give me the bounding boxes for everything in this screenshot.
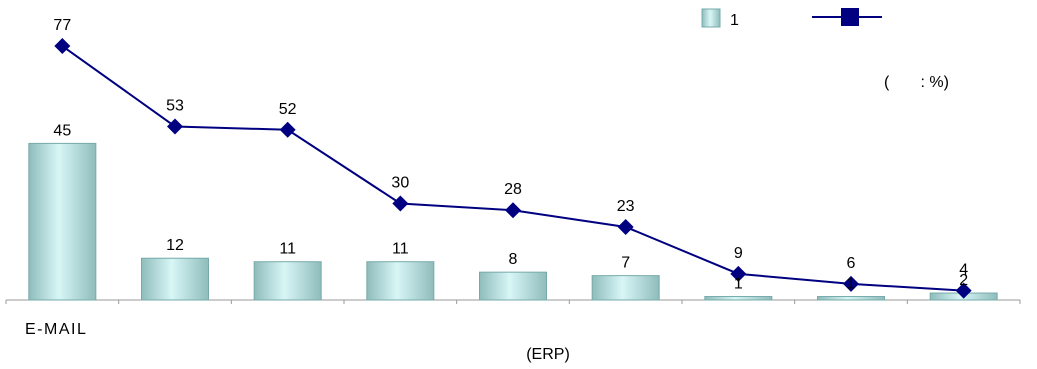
legend: 1 (701, 8, 882, 29)
line-marker (617, 218, 634, 235)
bar-value-label: 1 (734, 276, 743, 293)
line-marker (843, 275, 859, 292)
line-value-label: 9 (734, 245, 743, 262)
line-value-label: 52 (279, 101, 297, 118)
line-marker (54, 38, 71, 55)
legend-bar-swatch (701, 8, 721, 28)
bar-value-label: 8 (509, 251, 518, 268)
legend-bar-label: 1 (730, 12, 739, 29)
bar (479, 271, 547, 301)
line-value-label: 4 (959, 262, 968, 279)
line-value-label: 23 (617, 198, 635, 215)
category-labels: E-MAIL (ERP) (25, 321, 570, 363)
line-value-label: 30 (391, 175, 409, 192)
line-series (54, 38, 972, 299)
bar-value-label: 11 (279, 241, 296, 258)
line-value-label: 53 (166, 97, 184, 114)
line-marker (730, 265, 747, 282)
bar-series (28, 142, 998, 301)
bar-value-label: 7 (621, 255, 630, 272)
x-axis (5, 299, 1021, 304)
unit-note: ( : %) (884, 74, 949, 91)
bar-value-label: 11 (392, 241, 409, 258)
bar (141, 257, 209, 301)
line-marker (279, 121, 296, 138)
bar-value-label: 45 (53, 122, 71, 139)
category-label: (ERP) (526, 346, 570, 363)
bar (591, 275, 660, 301)
bar-value-label: 1 (847, 276, 856, 293)
line-value-label: 6 (847, 255, 856, 272)
bar (253, 261, 322, 301)
line-marker (955, 282, 972, 299)
bar (28, 142, 97, 301)
bar (704, 296, 773, 301)
line-value-label: 28 (504, 181, 522, 198)
bar (366, 261, 435, 301)
bar-value-label: 2 (959, 272, 968, 289)
line-marker (392, 195, 409, 212)
legend-line-marker (841, 8, 859, 26)
bar-value-label: 12 (166, 237, 184, 254)
bar (817, 296, 885, 301)
category-label: E-MAIL (25, 321, 87, 338)
line-marker (505, 202, 521, 219)
line-value-label: 77 (53, 17, 71, 34)
line-marker (167, 118, 183, 135)
